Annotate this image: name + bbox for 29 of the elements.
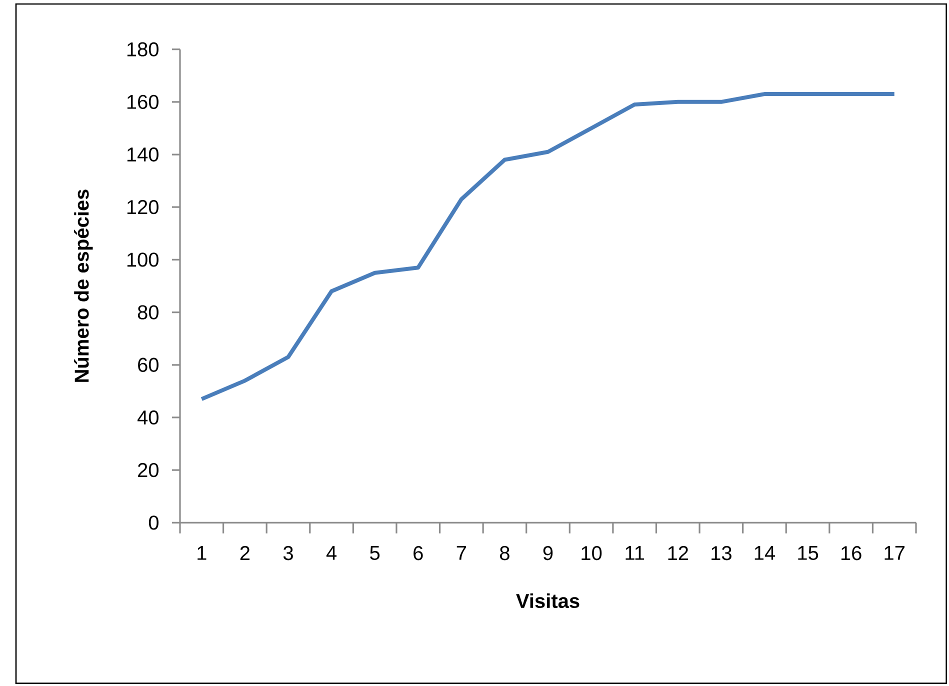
y-tick-label: 180 [127, 42, 158, 56]
x-tick-label: 9 [543, 546, 553, 560]
x-tick-label: 1 [198, 546, 206, 560]
y-tick-label: 80 [138, 305, 158, 320]
y-tick-label: 40 [138, 410, 158, 425]
x-tick-label: 4 [326, 546, 337, 560]
x-tick-label: 3 [283, 546, 293, 560]
x-tick-label: 5 [370, 546, 380, 560]
x-tick-label: 11 [626, 546, 644, 560]
x-tick-label: 15 [798, 546, 818, 560]
x-tick-label: 12 [668, 546, 688, 560]
x-tick-label: 10 [582, 546, 602, 560]
y-tick-label: 60 [138, 358, 158, 372]
x-tick-label: 7 [456, 546, 466, 560]
y-axis-title: Número de espécies [74, 190, 93, 382]
y-tick-label: 120 [127, 200, 158, 214]
y-tick-label: 100 [127, 252, 158, 267]
x-tick-label: 6 [414, 546, 423, 560]
x-axis-title: Visitas [516, 593, 580, 608]
x-tick-label: 17 [884, 546, 904, 560]
x-tick-label: 8 [500, 546, 510, 560]
y-tick-label: 160 [127, 94, 158, 109]
x-tick-label: 2 [240, 546, 250, 560]
y-tick-label: 20 [138, 462, 158, 478]
x-tick-label: 16 [841, 546, 862, 560]
y-tick-label: 140 [127, 147, 158, 162]
x-tick-label: 13 [712, 546, 732, 560]
x-tick-label: 14 [754, 546, 776, 560]
y-tick-label: 0 [148, 516, 158, 530]
